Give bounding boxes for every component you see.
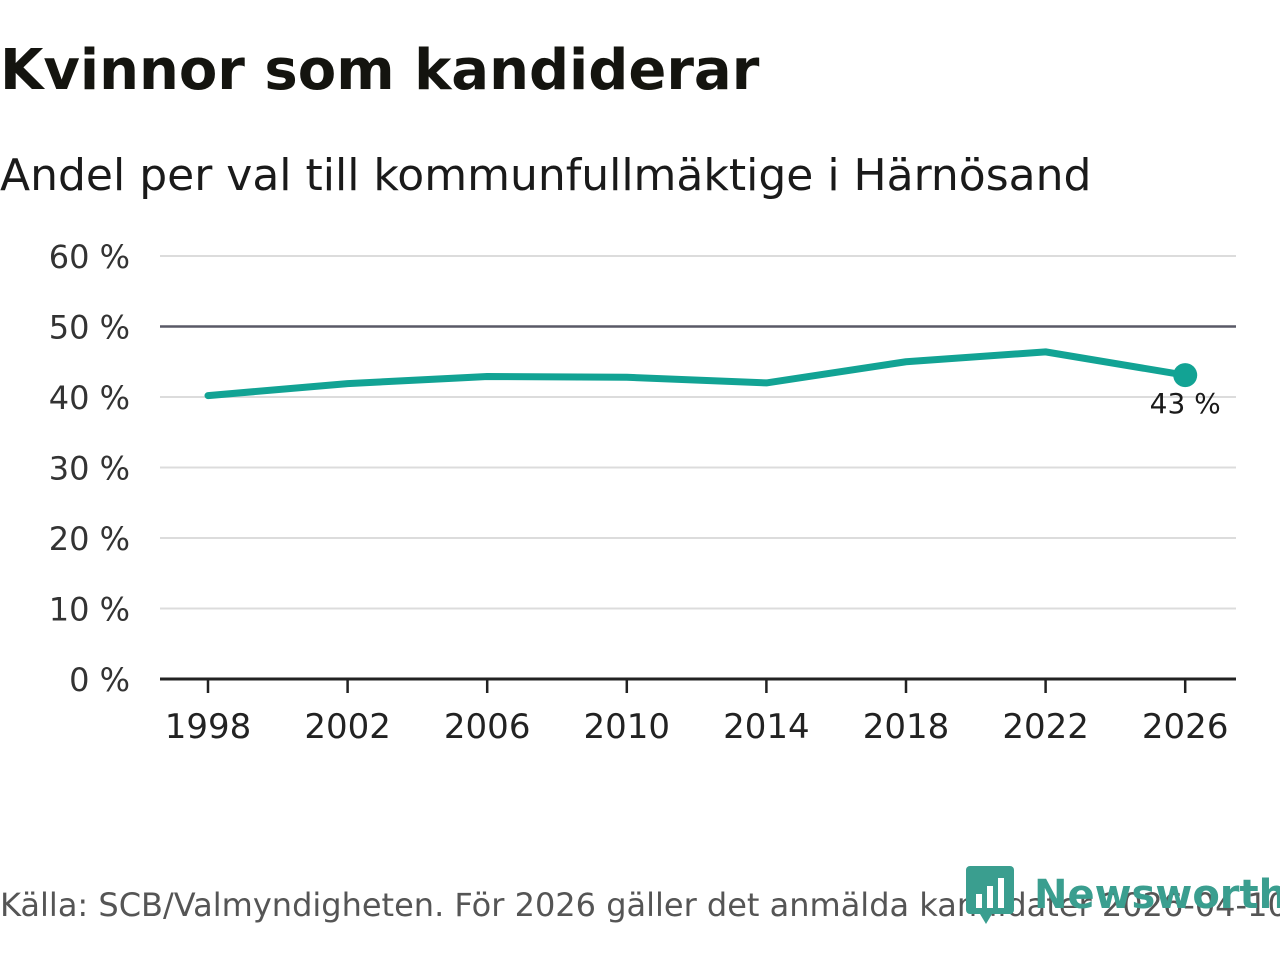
newsworthy-logo: Newsworthy — [966, 866, 1280, 924]
y-tick-label: 30 % — [49, 450, 130, 488]
y-tick-label: 40 % — [49, 379, 130, 417]
x-tick-label: 2018 — [863, 707, 950, 747]
chart-subtitle: Andel per val till kommunfullmäktige i H… — [0, 150, 1092, 201]
y-tick-label: 0 % — [69, 661, 130, 699]
y-tick-label: 50 % — [49, 309, 130, 347]
end-value-label: 43 % — [1150, 387, 1221, 420]
y-tick-label: 60 % — [49, 238, 130, 276]
x-tick-label: 2006 — [444, 707, 531, 747]
x-tick-label: 2026 — [1142, 707, 1229, 747]
x-tick-label: 2010 — [584, 707, 671, 747]
chart-title: Kvinnor som kandiderar — [0, 38, 760, 103]
end-point-marker — [1173, 363, 1198, 388]
source-note: Källa: SCB/Valmyndigheten. För 2026 gäll… — [0, 886, 1280, 924]
newsworthy-logo-icon — [966, 866, 1016, 924]
newsworthy-logo-text: Newsworthy — [1034, 872, 1280, 918]
x-tick-label: 1998 — [165, 707, 252, 747]
y-tick-label: 10 % — [49, 591, 130, 629]
y-tick-label: 20 % — [49, 520, 130, 558]
x-tick-label: 2002 — [304, 707, 391, 747]
x-tick-label: 2022 — [1002, 707, 1089, 747]
series-line — [204, 348, 1189, 400]
x-tick-label: 2014 — [723, 707, 810, 747]
